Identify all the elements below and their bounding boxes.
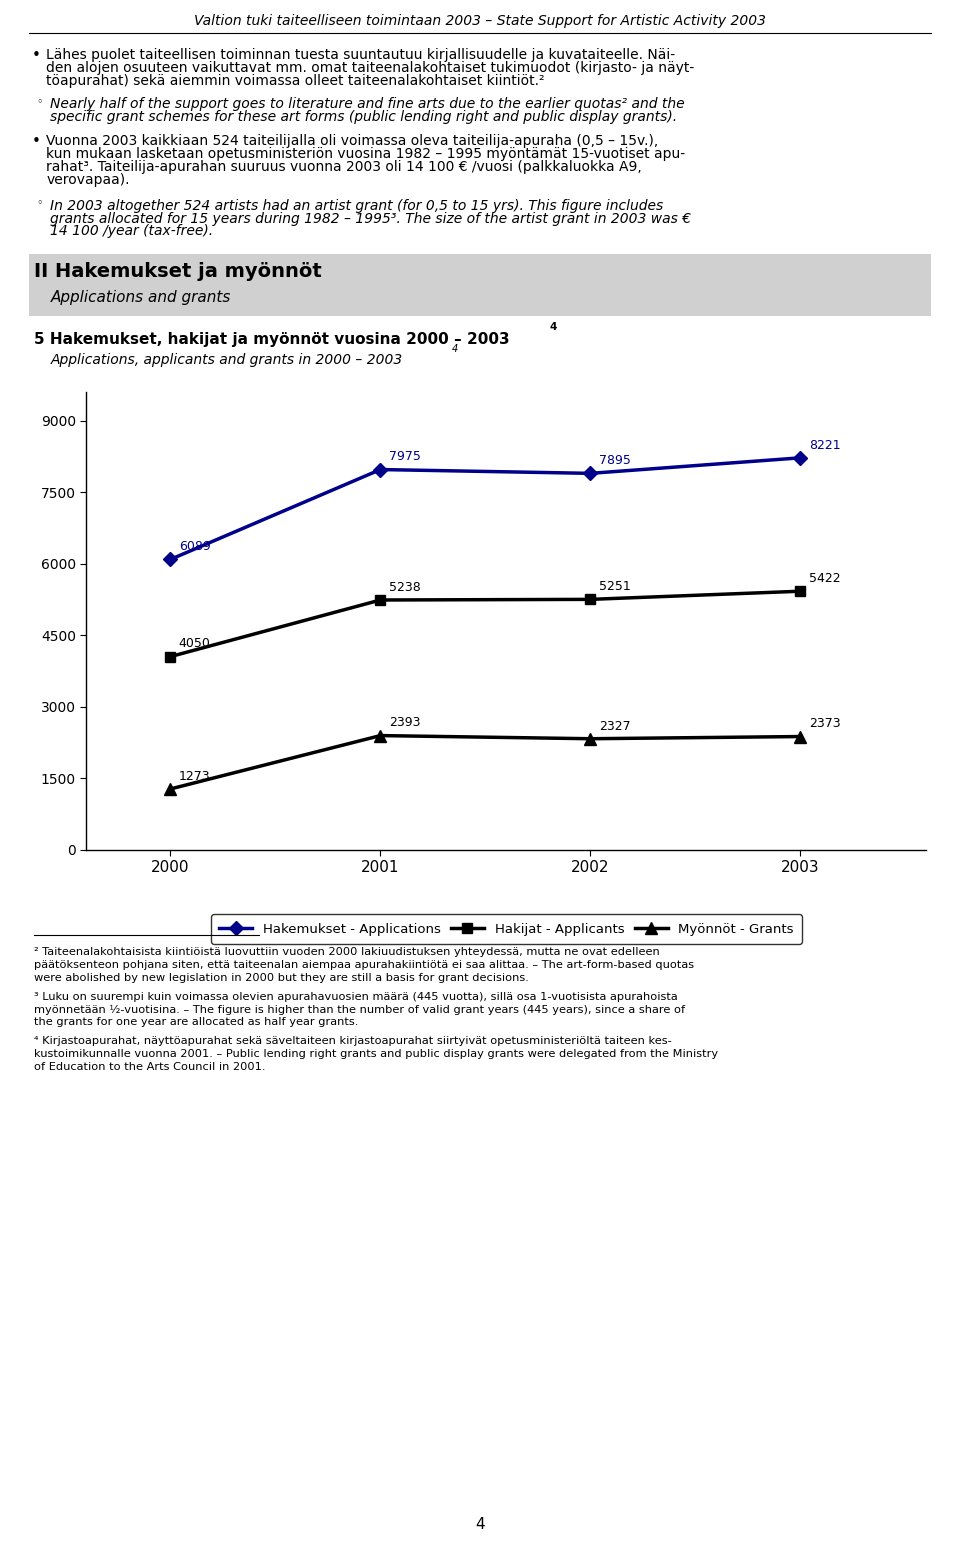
- Text: 7895: 7895: [599, 454, 631, 467]
- Text: 4: 4: [475, 1517, 485, 1532]
- Text: 2393: 2393: [389, 717, 420, 729]
- Text: rahat³. Taiteilija-apurahan suuruus vuonna 2003 oli 14 100 € /vuosi (palkkaluokk: rahat³. Taiteilija-apurahan suuruus vuon…: [46, 160, 642, 174]
- Myönnöt - Grants: [165, 780, 177, 799]
- Text: 5238: 5238: [389, 580, 420, 594]
- Legend: Hakemukset - Applications, Hakijat - Applicants, Myönnöt - Grants: Hakemukset - Applications, Hakijat - App…: [211, 915, 802, 943]
- Text: 8221: 8221: [808, 439, 840, 451]
- Text: kustoimikunnalle vuonna 2001. – Public lending right grants and public display g: kustoimikunnalle vuonna 2001. – Public l…: [34, 1048, 718, 1059]
- Text: 5422: 5422: [808, 572, 840, 585]
- Text: grants allocated for 15 years during 1982 – 1995³. The size of the artist grant : grants allocated for 15 years during 198…: [50, 211, 691, 225]
- Hakemukset - Applications: [165, 551, 177, 569]
- Text: the grants for one year are allocated as half year grants.: the grants for one year are allocated as…: [34, 1017, 358, 1027]
- Text: ³ Luku on suurempi kuin voimassa olevien apurahavuosien määrä (445 vuotta), sill: ³ Luku on suurempi kuin voimassa olevien…: [34, 993, 678, 1002]
- Text: Lähes puolet taiteellisen toiminnan tuesta suuntautuu kirjallisuudelle ja kuvata: Lähes puolet taiteellisen toiminnan tues…: [46, 48, 675, 62]
- Myönnöt - Grants: [374, 726, 386, 744]
- Text: myönnetään ½-vuotisina. – The figure is higher than the number of valid grant ye: myönnetään ½-vuotisina. – The figure is …: [34, 1005, 684, 1014]
- Text: 6089: 6089: [179, 540, 210, 554]
- Text: 5251: 5251: [599, 580, 631, 592]
- Hakemukset - Applications: [585, 464, 596, 482]
- Text: 4: 4: [452, 344, 459, 354]
- Line: Hakijat - Applicants: Hakijat - Applicants: [165, 586, 805, 661]
- Text: Applications and grants: Applications and grants: [51, 290, 231, 304]
- Text: ⁴ Kirjastoapurahat, näyttöapurahat sekä säveltaiteen kirjastoapurahat siirtyivät: ⁴ Kirjastoapurahat, näyttöapurahat sekä …: [34, 1036, 671, 1047]
- Text: II Hakemukset ja myönnöt: II Hakemukset ja myönnöt: [34, 262, 322, 281]
- Myönnöt - Grants: [585, 729, 596, 748]
- Hakemukset - Applications: [795, 448, 806, 467]
- Text: töapurahat) sekä aiemmin voimassa olleet taiteenalakohtaiset kiintiöt.²: töapurahat) sekä aiemmin voimassa olleet…: [46, 74, 544, 88]
- Text: 2327: 2327: [599, 720, 631, 732]
- Text: 7975: 7975: [389, 450, 420, 464]
- Hakijat - Applicants: [795, 582, 806, 600]
- Text: kun mukaan lasketaan opetusministeriön vuosina 1982 – 1995 myöntämät 15-vuotiset: kun mukaan lasketaan opetusministeriön v…: [46, 147, 685, 161]
- Text: In 2003 altogether 524 artists had an artist grant (for 0,5 to 15 yrs). This fig: In 2003 altogether 524 artists had an ar…: [50, 199, 663, 212]
- Text: den alojen osuuteen vaikuttavat mm. omat taiteenalakohtaiset tukimuodot (kirjast: den alojen osuuteen vaikuttavat mm. omat…: [46, 60, 694, 74]
- Text: Vuonna 2003 kaikkiaan 524 taiteilijalla oli voimassa oleva taiteilija-apuraha (0: Vuonna 2003 kaikkiaan 524 taiteilijalla …: [46, 135, 659, 149]
- Line: Hakemukset - Applications: Hakemukset - Applications: [165, 453, 805, 565]
- Text: ◦: ◦: [36, 199, 43, 209]
- Text: 1273: 1273: [179, 769, 210, 783]
- Text: 5 Hakemukset, hakijat ja myönnöt vuosina 2000 – 2003: 5 Hakemukset, hakijat ja myönnöt vuosina…: [34, 332, 509, 346]
- Hakijat - Applicants: [374, 591, 386, 610]
- Text: •: •: [32, 135, 40, 149]
- Text: •: •: [32, 48, 40, 64]
- Text: päätöksenteon pohjana siten, että taiteenalan aiempaa apurahakiintiötä ei saa al: päätöksenteon pohjana siten, että taitee…: [34, 960, 694, 969]
- Text: ² Taiteenalakohtaisista kiintiöistä luovuttiin vuoden 2000 lakiuudistuksen yhtey: ² Taiteenalakohtaisista kiintiöistä luov…: [34, 948, 660, 957]
- Text: ◦: ◦: [36, 98, 43, 107]
- Hakijat - Applicants: [585, 589, 596, 608]
- Hakijat - Applicants: [165, 647, 177, 665]
- Line: Myönnöt - Grants: Myönnöt - Grants: [165, 731, 806, 794]
- Text: 4050: 4050: [179, 637, 210, 650]
- Text: verovapaa).: verovapaa).: [46, 174, 130, 188]
- Text: 2373: 2373: [808, 718, 840, 731]
- Text: were abolished by new legislation in 2000 but they are still a basis for grant d: were abolished by new legislation in 200…: [34, 972, 528, 983]
- Myönnöt - Grants: [795, 727, 806, 746]
- Text: specific grant schemes for these art forms (public lending right and public disp: specific grant schemes for these art for…: [50, 110, 677, 124]
- Text: 4: 4: [549, 323, 557, 332]
- Hakemukset - Applications: [374, 461, 386, 479]
- Text: 14 100 /year (tax-free).: 14 100 /year (tax-free).: [50, 225, 213, 239]
- Text: of Education to the Arts Council in 2001.: of Education to the Arts Council in 2001…: [34, 1062, 265, 1072]
- Text: Nearly half of the support goes to literature and fine arts due to the earlier q: Nearly half of the support goes to liter…: [50, 98, 684, 112]
- Text: Applications, applicants and grants in 2000 – 2003: Applications, applicants and grants in 2…: [51, 354, 403, 368]
- Text: Valtion tuki taiteelliseen toimintaan 2003 – State Support for Artistic Activity: Valtion tuki taiteelliseen toimintaan 20…: [194, 14, 766, 28]
